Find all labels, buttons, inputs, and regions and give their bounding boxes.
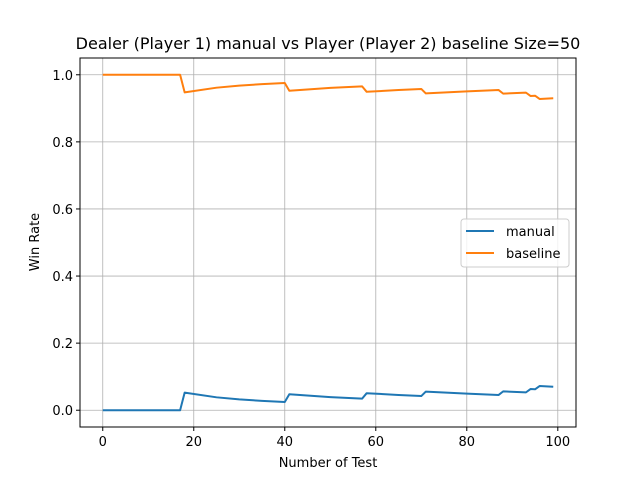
y-tick-label: 0.0 bbox=[52, 404, 73, 419]
x-tick-label: 100 bbox=[545, 435, 570, 450]
series-lines bbox=[102, 73, 554, 412]
x-tick-label: 80 bbox=[459, 435, 476, 450]
y-axis-label: Win Rate bbox=[28, 213, 43, 271]
y-tick-label: 0.8 bbox=[52, 136, 73, 151]
x-axis: 0 20 40 60 80 100 bbox=[99, 427, 570, 450]
x-tick-label: 40 bbox=[276, 435, 293, 450]
y-tick-label: 0.4 bbox=[52, 270, 73, 285]
plot-frame bbox=[79, 57, 577, 428]
series-line-manual bbox=[102, 385, 554, 412]
legend-label-baseline: baseline bbox=[506, 247, 560, 262]
x-tick-label: 20 bbox=[185, 435, 202, 450]
legend-label-manual: manual bbox=[506, 225, 555, 240]
x-tick-label: 60 bbox=[368, 435, 385, 450]
y-axis: 0.0 0.2 0.4 0.6 0.8 1.0 bbox=[52, 69, 80, 419]
chart-title: Dealer (Player 1) manual vs Player (Play… bbox=[76, 34, 581, 53]
y-tick-label: 1.0 bbox=[52, 69, 73, 84]
x-axis-label: Number of Test bbox=[279, 456, 378, 471]
x-tick-label: 0 bbox=[99, 435, 107, 450]
y-tick-label: 0.6 bbox=[52, 203, 73, 218]
series-line-baseline bbox=[102, 73, 554, 100]
legend: manual baseline bbox=[460, 218, 570, 268]
y-tick-label: 0.2 bbox=[52, 337, 73, 352]
